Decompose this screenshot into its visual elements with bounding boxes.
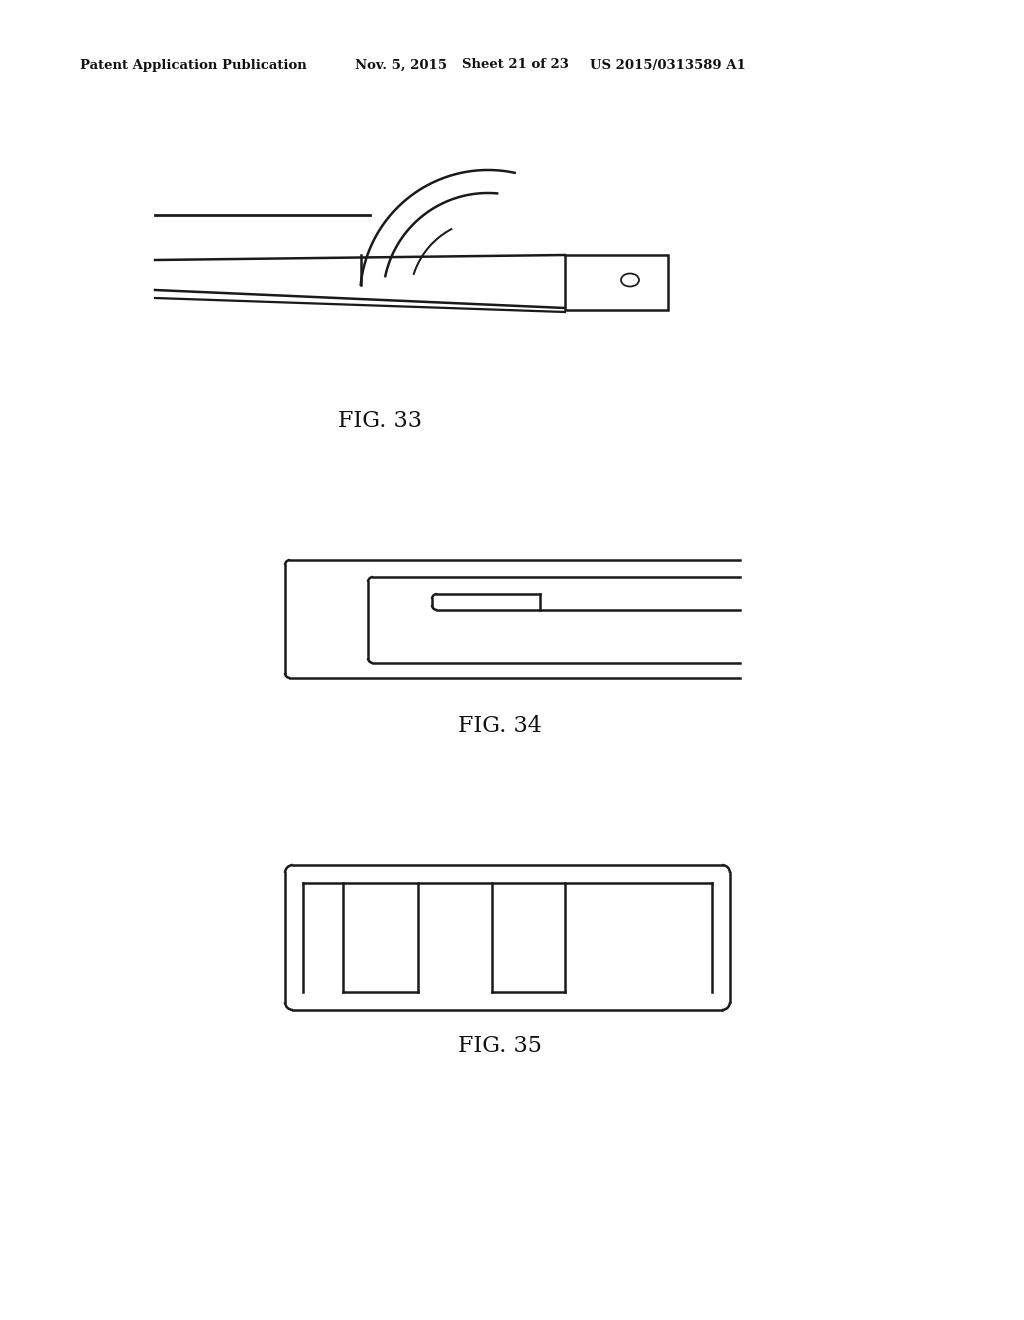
Text: Sheet 21 of 23: Sheet 21 of 23 (462, 58, 569, 71)
Text: FIG. 33: FIG. 33 (338, 411, 422, 432)
Text: US 2015/0313589 A1: US 2015/0313589 A1 (590, 58, 745, 71)
Text: FIG. 34: FIG. 34 (458, 715, 542, 737)
FancyBboxPatch shape (565, 255, 668, 310)
Text: Nov. 5, 2015: Nov. 5, 2015 (355, 58, 447, 71)
Text: FIG. 35: FIG. 35 (458, 1035, 542, 1057)
Ellipse shape (621, 273, 639, 286)
Text: Patent Application Publication: Patent Application Publication (80, 58, 307, 71)
